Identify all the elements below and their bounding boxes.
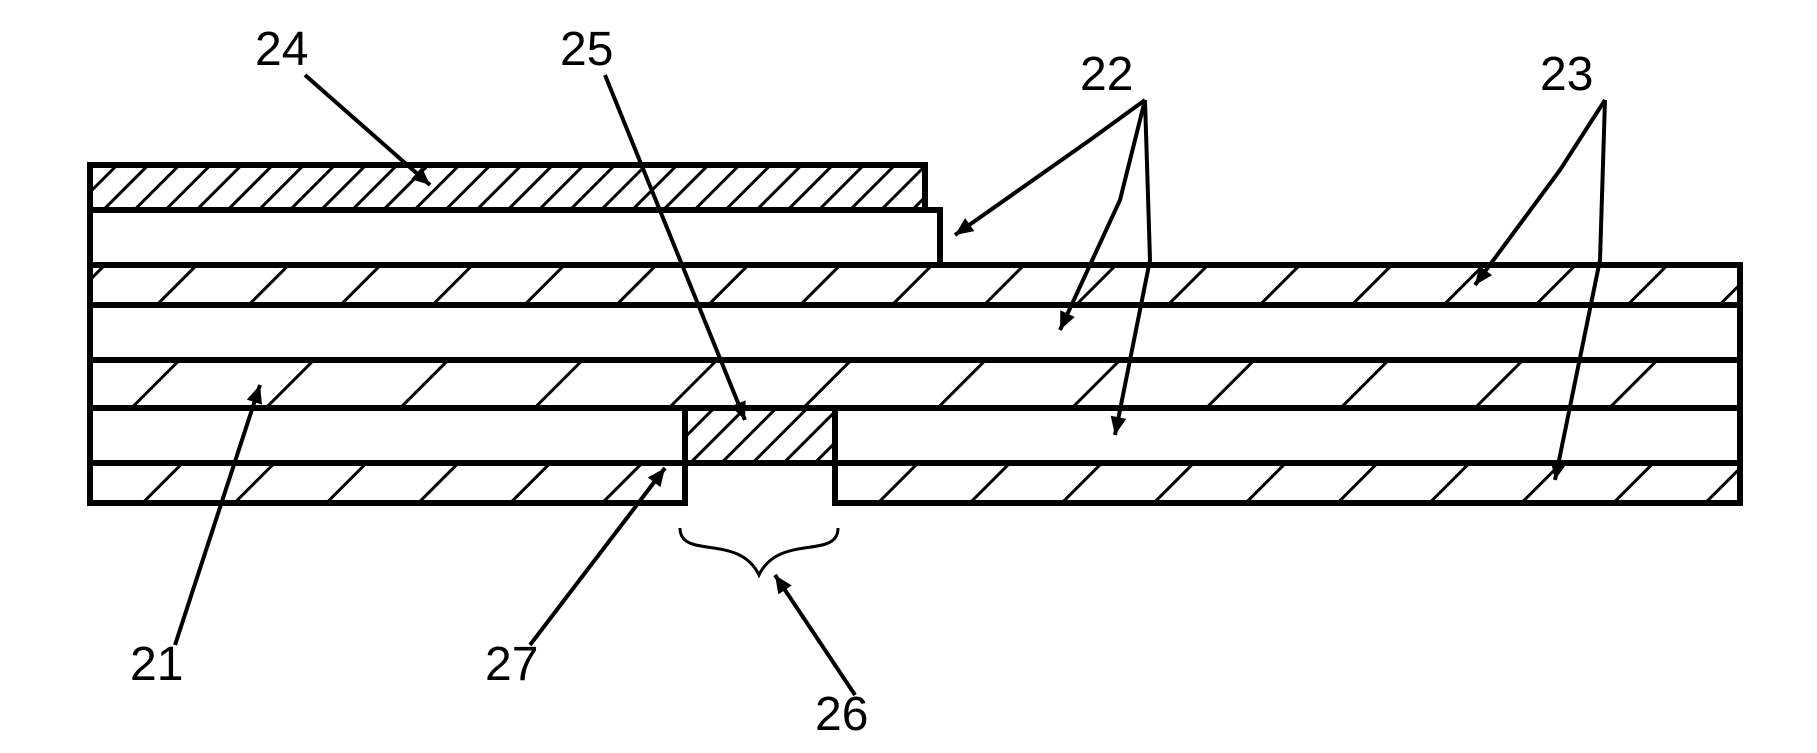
leader-23-0	[1475, 100, 1605, 285]
layer-top_cap	[90, 165, 925, 210]
layer-hatched1	[90, 265, 1740, 305]
patch-25	[685, 408, 835, 463]
diagram-svg: 24 25 22 23 21 27 26	[0, 0, 1817, 753]
layer-gap3	[835, 408, 1740, 463]
label-26: 26	[815, 688, 868, 741]
layer-gap3	[90, 408, 685, 463]
label-25: 25	[560, 23, 613, 76]
leader-22-0	[955, 100, 1145, 235]
layer-bottom	[835, 463, 1740, 503]
layer-gap2	[90, 305, 1740, 360]
layer-gap1	[90, 210, 940, 265]
layer-bottom	[90, 463, 685, 503]
label-24: 24	[255, 23, 308, 76]
label-21: 21	[130, 638, 183, 691]
layer-core	[90, 360, 1740, 408]
label-23: 23	[1540, 48, 1593, 101]
brace-26	[680, 528, 838, 575]
leader-26	[775, 575, 855, 695]
label-27: 27	[485, 638, 538, 691]
label-22: 22	[1080, 48, 1133, 101]
